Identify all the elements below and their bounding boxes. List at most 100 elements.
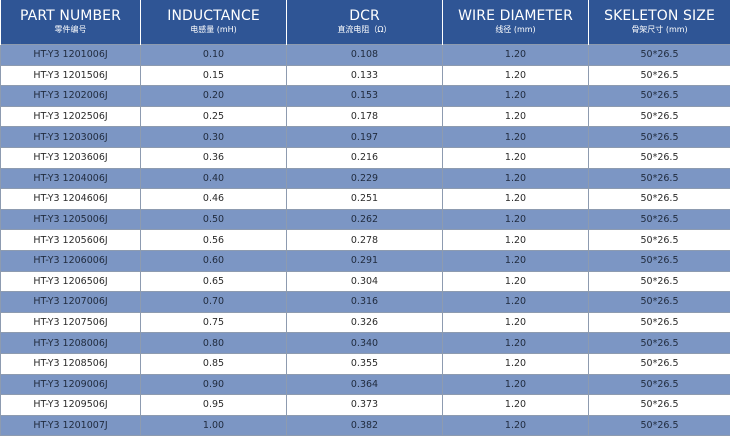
inductance-cell: 0.65: [140, 270, 287, 293]
inductance-cell: 0.56: [140, 229, 287, 251]
table-row: HT-Y3 1205606J 0.56 0.278 1.20 50*26.5: [0, 229, 730, 251]
inductance-cell: 1.00: [140, 414, 287, 437]
table-row: HT-Y3 1204006J 0.40 0.229 1.20 50*26.5: [0, 167, 730, 190]
wire-diameter-cell: 1.20: [442, 167, 589, 190]
part-number-cell: HT-Y3 1205006J: [0, 208, 141, 231]
dcr-cell: 0.326: [286, 311, 443, 334]
dcr-cell: 0.197: [286, 126, 443, 148]
table-row: HT-Y3 1207506J 0.75 0.326 1.20 50*26.5: [0, 311, 730, 334]
wire-diameter-cell: 1.20: [442, 373, 589, 396]
wire-diameter-cell: 1.20: [442, 105, 589, 128]
wire-diameter-cell: 1.20: [442, 126, 589, 148]
dcr-cell: 0.382: [286, 414, 443, 437]
dcr-cell: 0.108: [286, 44, 443, 66]
skeleton-size-cell: 50*26.5: [588, 311, 730, 334]
inductance-cell: 0.30: [140, 126, 287, 148]
table-row: HT-Y3 1205006J 0.50 0.262 1.20 50*26.5: [0, 208, 730, 231]
part-number-cell: HT-Y3 1202506J: [0, 105, 141, 128]
table-row: HT-Y3 1209006J 0.90 0.364 1.20 50*26.5: [0, 373, 730, 396]
table-row: HT-Y3 1201007J 1.00 0.382 1.20 50*26.5: [0, 414, 730, 437]
inductance-cell: 0.60: [140, 249, 287, 272]
inductance-cell: 0.50: [140, 208, 287, 231]
wire-diameter-cell: 1.20: [442, 85, 589, 107]
table-row: HT-Y3 1203606J 0.36 0.216 1.20 50*26.5: [0, 146, 730, 169]
skeleton-size-cell: 50*26.5: [588, 64, 730, 87]
wire-diameter-cell: 1.20: [442, 208, 589, 231]
table-row: HT-Y3 1202006J 0.20 0.153 1.20 50*26.5: [0, 85, 730, 107]
dcr-cell: 0.340: [286, 332, 443, 354]
table-row: HT-Y3 1201006J 0.10 0.108 1.20 50*26.5: [0, 44, 730, 66]
inductance-cell: 0.40: [140, 167, 287, 190]
wire-diameter-cell: 1.20: [442, 291, 589, 313]
table-row: HT-Y3 1209506J 0.95 0.373 1.20 50*26.5: [0, 394, 730, 416]
dcr-cell: 0.278: [286, 229, 443, 251]
table-row: HT-Y3 1206506J 0.65 0.304 1.20 50*26.5: [0, 270, 730, 293]
inductance-cell: 0.90: [140, 373, 287, 396]
wire-diameter-cell: 1.20: [442, 146, 589, 169]
dcr-cell: 0.153: [286, 85, 443, 107]
skeleton-size-cell: 50*26.5: [588, 167, 730, 190]
part-number-cell: HT-Y3 1208506J: [0, 352, 141, 375]
table-row: HT-Y3 1207006J 0.70 0.316 1.20 50*26.5: [0, 291, 730, 313]
inductance-cell: 0.70: [140, 291, 287, 313]
dcr-cell: 0.133: [286, 64, 443, 87]
part-number-cell: HT-Y3 1203006J: [0, 126, 141, 148]
skeleton-size-cell: 50*26.5: [588, 332, 730, 354]
wire-diameter-cell: 1.20: [442, 188, 589, 210]
inductance-cell: 0.46: [140, 188, 287, 210]
inductance-cell: 0.85: [140, 352, 287, 375]
skeleton-size-cell: 50*26.5: [588, 373, 730, 396]
table-row: HT-Y3 1208506J 0.85 0.355 1.20 50*26.5: [0, 352, 730, 375]
wire-diameter-cell: 1.20: [442, 414, 589, 437]
dcr-cell: 0.229: [286, 167, 443, 190]
header-row: PART NUMBER 零件编号 INDUCTANCE 电感量 (mH) DCR…: [0, 0, 730, 45]
header-part-number: PART NUMBER 零件编号: [0, 0, 141, 45]
inductance-cell: 0.20: [140, 85, 287, 107]
skeleton-size-cell: 50*26.5: [588, 352, 730, 375]
part-number-cell: HT-Y3 1209006J: [0, 373, 141, 396]
dcr-cell: 0.178: [286, 105, 443, 128]
dcr-cell: 0.251: [286, 188, 443, 210]
dcr-cell: 0.373: [286, 394, 443, 416]
table-row: HT-Y3 1204606J 0.46 0.251 1.20 50*26.5: [0, 188, 730, 210]
skeleton-size-cell: 50*26.5: [588, 126, 730, 148]
part-number-cell: HT-Y3 1201506J: [0, 64, 141, 87]
wire-diameter-cell: 1.20: [442, 64, 589, 87]
part-number-cell: HT-Y3 1206506J: [0, 270, 141, 293]
inductance-cell: 0.10: [140, 44, 287, 66]
header-part-number-en: PART NUMBER: [20, 8, 121, 24]
header-inductance-cn: 电感量 (mH): [190, 25, 237, 34]
table-row: HT-Y3 1202506J 0.25 0.178 1.20 50*26.5: [0, 105, 730, 128]
part-number-cell: HT-Y3 1209506J: [0, 394, 141, 416]
part-number-cell: HT-Y3 1207506J: [0, 311, 141, 334]
part-number-cell: HT-Y3 1201007J: [0, 414, 141, 437]
skeleton-size-cell: 50*26.5: [588, 44, 730, 66]
dcr-cell: 0.316: [286, 291, 443, 313]
wire-diameter-cell: 1.20: [442, 394, 589, 416]
inductance-cell: 0.75: [140, 311, 287, 334]
part-number-cell: HT-Y3 1208006J: [0, 332, 141, 354]
header-dcr-cn: 直流电阻（Ω）: [337, 25, 392, 34]
skeleton-size-cell: 50*26.5: [588, 414, 730, 437]
part-number-cell: HT-Y3 1207006J: [0, 291, 141, 313]
skeleton-size-cell: 50*26.5: [588, 229, 730, 251]
inductance-cell: 0.25: [140, 105, 287, 128]
dcr-cell: 0.304: [286, 270, 443, 293]
table-body: HT-Y3 1201006J 0.10 0.108 1.20 50*26.5 HT-Y3 …: [0, 44, 730, 437]
dcr-cell: 0.355: [286, 352, 443, 375]
header-dcr: DCR 直流电阻（Ω）: [286, 0, 443, 45]
dcr-cell: 0.216: [286, 146, 443, 169]
skeleton-size-cell: 50*26.5: [588, 291, 730, 313]
skeleton-size-cell: 50*26.5: [588, 188, 730, 210]
skeleton-size-cell: 50*26.5: [588, 249, 730, 272]
header-wire-diameter-cn: 线径 (mm): [495, 25, 536, 34]
table-row: HT-Y3 1201506J 0.15 0.133 1.20 50*26.5: [0, 64, 730, 87]
dcr-cell: 0.262: [286, 208, 443, 231]
header-skeleton-size-en: SKELETON SIZE: [604, 8, 715, 24]
header-wire-diameter-en: WIRE DIAMETER: [458, 8, 573, 24]
wire-diameter-cell: 1.20: [442, 44, 589, 66]
wire-diameter-cell: 1.20: [442, 249, 589, 272]
inductance-cell: 0.15: [140, 64, 287, 87]
skeleton-size-cell: 50*26.5: [588, 270, 730, 293]
